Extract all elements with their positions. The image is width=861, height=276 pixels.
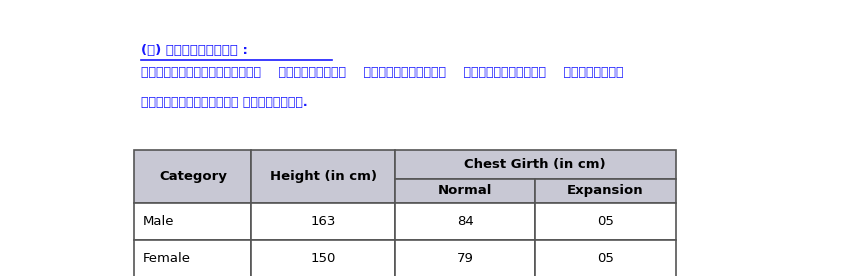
Text: பெற்றிருத்தல் வேண்டும்.: பெற்றிருத்தல் வேண்டும். bbox=[141, 96, 307, 109]
Bar bbox=[251, 240, 394, 276]
Text: Height (in cm): Height (in cm) bbox=[269, 170, 376, 183]
Text: Expansion: Expansion bbox=[567, 184, 643, 197]
Text: 79: 79 bbox=[456, 253, 473, 266]
Bar bbox=[134, 150, 251, 203]
Text: Female: Female bbox=[142, 253, 190, 266]
Bar bbox=[134, 240, 251, 276]
Bar bbox=[394, 203, 535, 240]
Text: Category: Category bbox=[158, 170, 226, 183]
Text: 05: 05 bbox=[597, 253, 613, 266]
Text: Male: Male bbox=[142, 215, 174, 228]
Text: Normal: Normal bbox=[437, 184, 492, 197]
Bar bbox=[251, 150, 394, 203]
Bar bbox=[251, 203, 394, 240]
Bar bbox=[134, 203, 251, 240]
Text: 84: 84 bbox=[456, 215, 473, 228]
Text: (இ) உடற்தகுதி :: (இ) உடற்தகுதி : bbox=[141, 44, 248, 57]
Text: Chest Girth (in cm): Chest Girth (in cm) bbox=[464, 158, 605, 171]
Text: 163: 163 bbox=[310, 215, 336, 228]
Text: 05: 05 bbox=[597, 215, 613, 228]
Bar bbox=[535, 179, 675, 203]
Bar bbox=[535, 203, 675, 240]
Bar bbox=[394, 150, 675, 179]
Bar bbox=[394, 179, 535, 203]
Bar bbox=[535, 240, 675, 276]
Text: 150: 150 bbox=[310, 253, 336, 266]
Bar bbox=[394, 240, 535, 276]
Text: விண்ணப்பதாரர்கள்    பின்வரும்    குறைந்தபட்ச    உடல்தகுதியை    கட்டாயம்: விண்ணப்பதாரர்கள் பின்வரும் குறைந்தபட்ச உ… bbox=[141, 66, 623, 79]
